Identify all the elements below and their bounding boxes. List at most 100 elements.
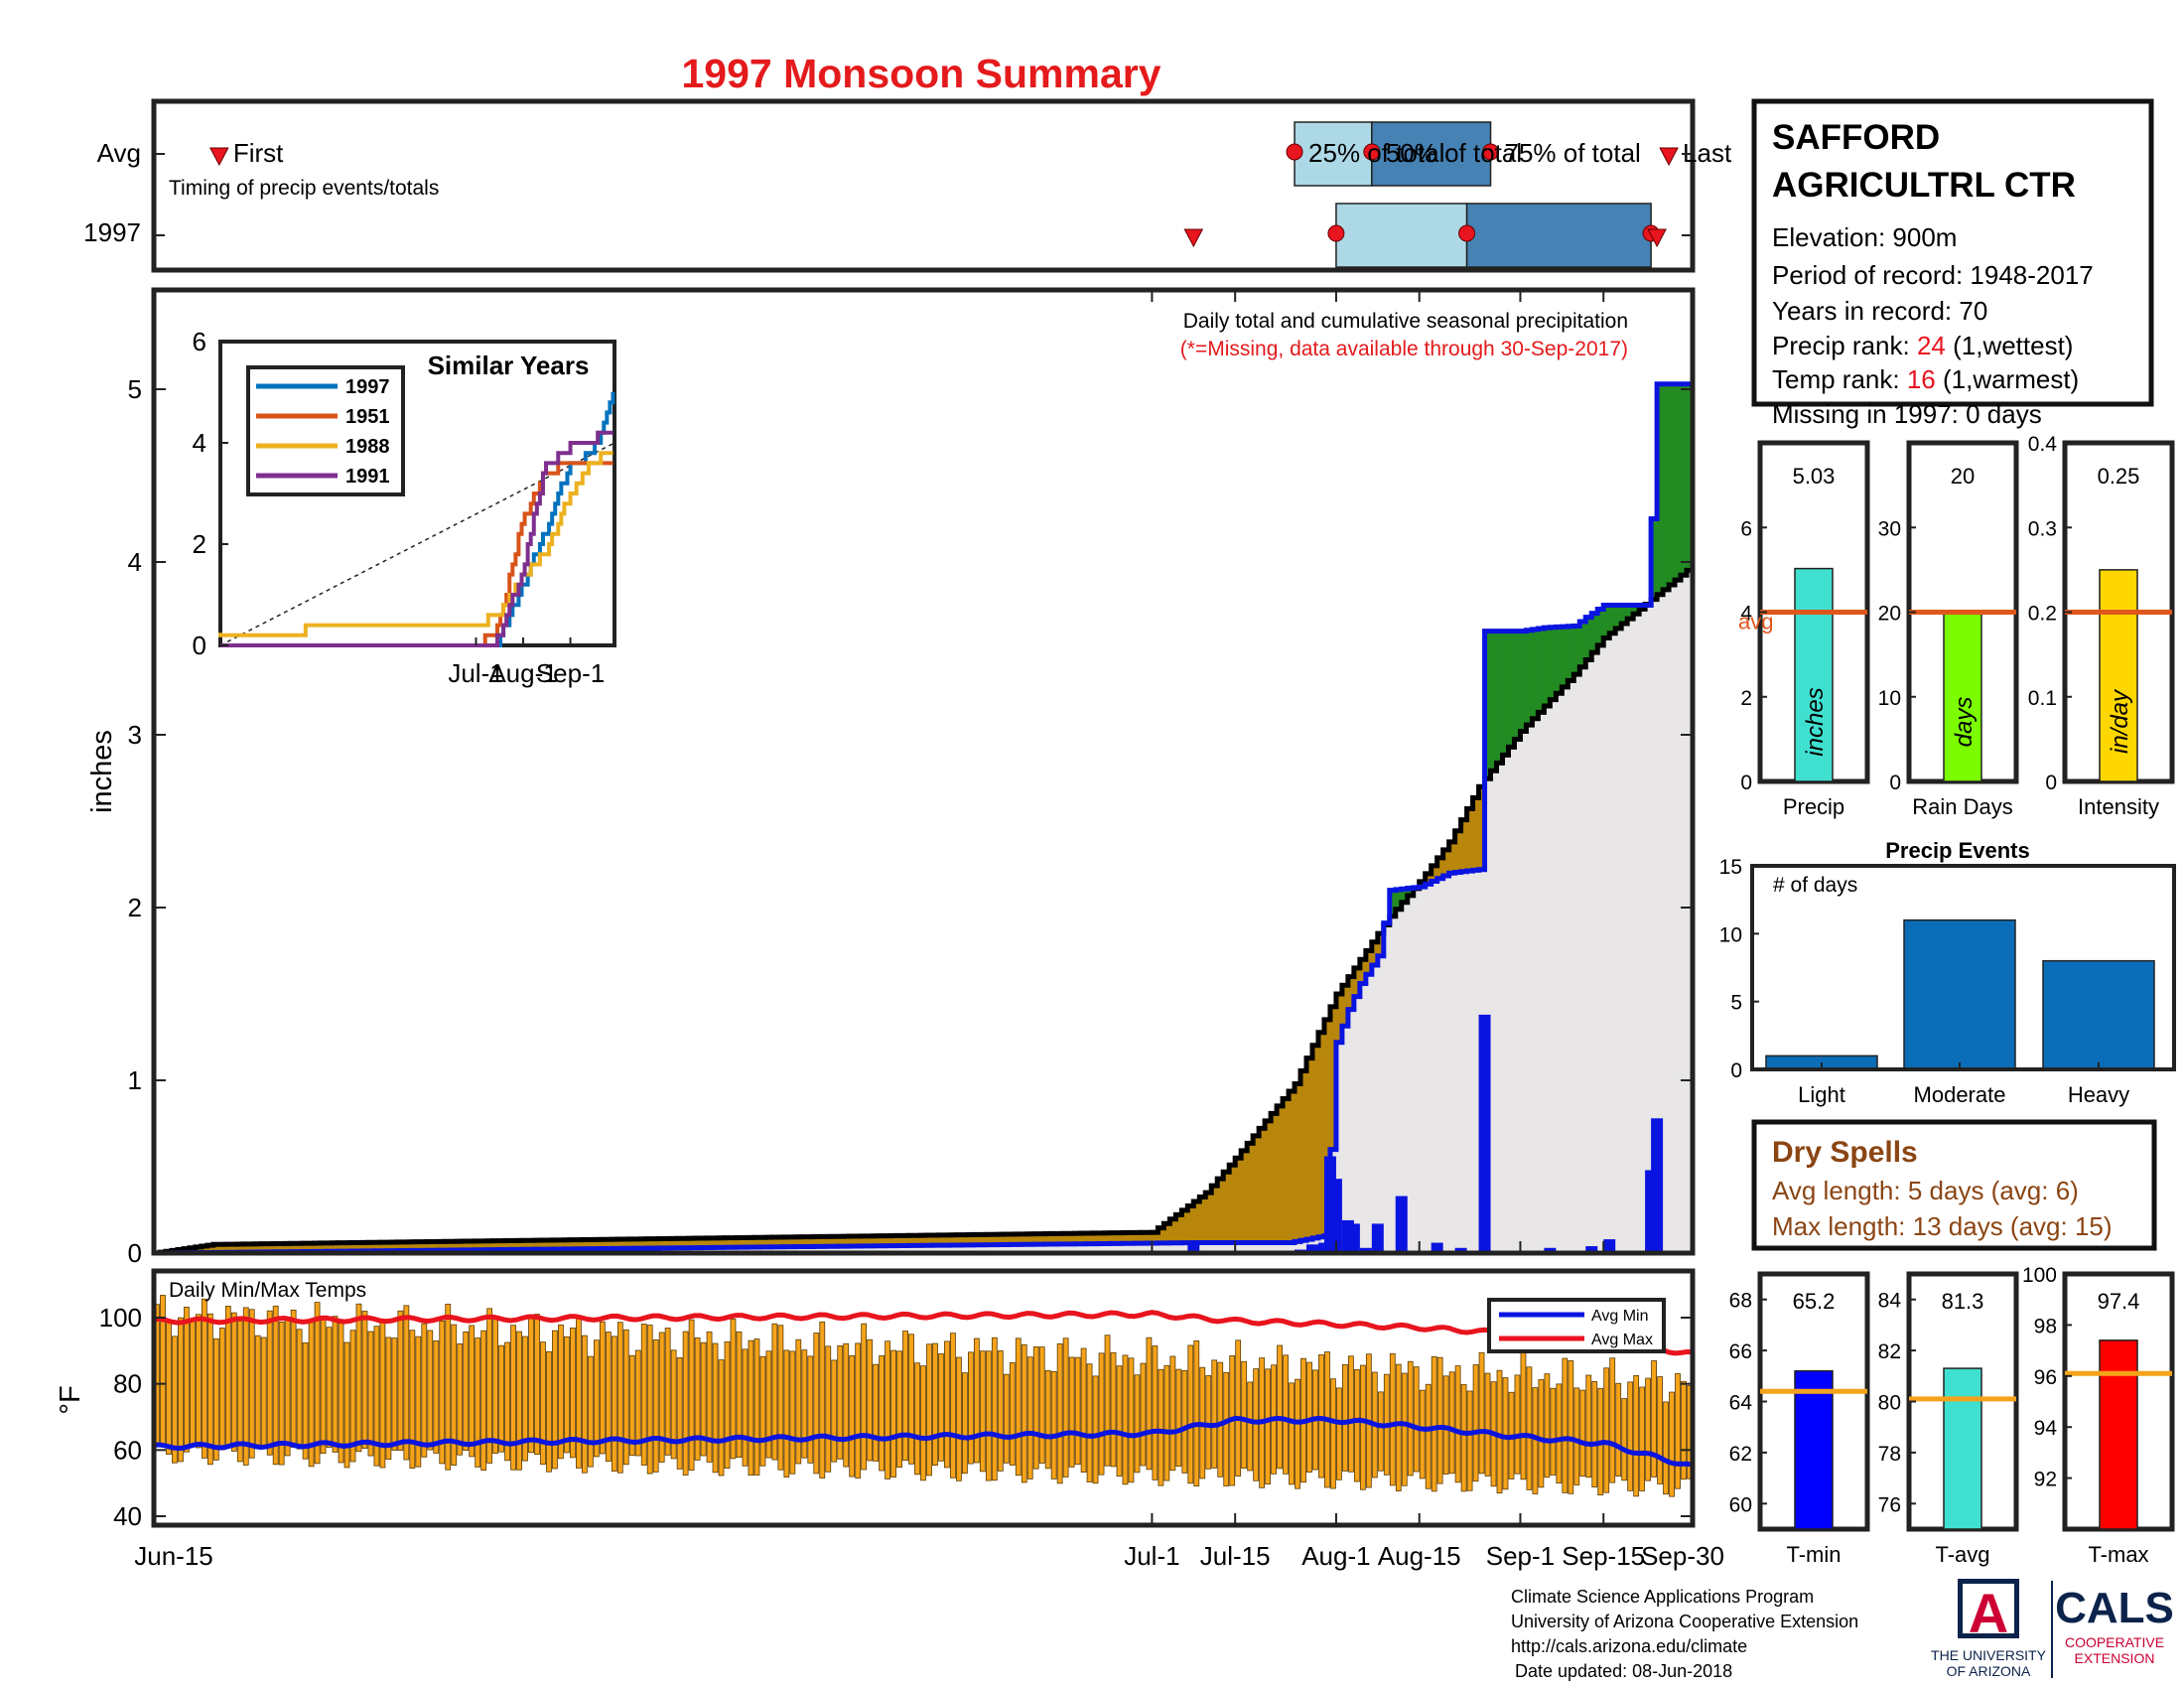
deficit-segment	[943, 1234, 951, 1246]
main-axes: 0 1 2 3 4 5	[128, 374, 1693, 1268]
deficit-segment	[326, 1242, 334, 1252]
daily-temp-bar	[1579, 1389, 1586, 1477]
deficit-segment	[605, 1239, 613, 1249]
deficit-segment	[813, 1236, 820, 1247]
temp-summary-bar-t-max	[2099, 1339, 2138, 1530]
deficit-segment	[949, 1234, 957, 1246]
daily-temp-bar	[504, 1341, 510, 1462]
surplus-segment	[1627, 605, 1634, 620]
daily-temp-bar	[166, 1320, 172, 1455]
daily-temp-bar	[926, 1343, 932, 1477]
daily-temp-bar	[522, 1336, 528, 1462]
inset-y-tick-label: 4	[193, 428, 206, 458]
events-layers: Light Moderate Heavy 0 5 10 15	[1719, 856, 2155, 1107]
daily-temp-bar	[1056, 1342, 1063, 1484]
summary-y-tick-label: 0.1	[2028, 687, 2057, 710]
deficit-segment	[539, 1240, 547, 1250]
daily-temp-bar	[831, 1359, 838, 1463]
daily-temp-bar	[1211, 1359, 1218, 1469]
daily-temp-bar	[212, 1337, 219, 1461]
deficit-segment	[1265, 1120, 1272, 1243]
daily-temp-bar	[558, 1325, 564, 1460]
surplus-segment	[1556, 627, 1563, 694]
daily-temp-bar	[1235, 1339, 1242, 1477]
surplus-segment	[1508, 631, 1516, 748]
temp-summary-bars: 65.2 T-min 60 62 64 66 68 81.3 T-avg 76 78 80 82 84 97…	[1729, 1264, 2175, 1567]
date-tick-label: Sep-15	[1562, 1541, 1645, 1571]
surplus-segment	[1591, 613, 1598, 653]
summary-value: 5.03	[1793, 464, 1836, 489]
daily-temp-bar	[1116, 1365, 1123, 1477]
main-y-tick-label: 1	[128, 1065, 142, 1095]
events-category-label: Moderate	[1914, 1082, 2006, 1107]
deficit-segment	[789, 1236, 796, 1247]
daily-temp-bar	[605, 1332, 612, 1462]
deficit-segment	[1032, 1233, 1040, 1245]
daily-temp-bar	[1413, 1366, 1420, 1473]
deficit-segment	[1323, 1019, 1331, 1236]
timing-dot-p25-avg	[1286, 143, 1303, 161]
deficit-segment	[819, 1236, 826, 1247]
main-plot-layers	[154, 381, 1696, 1256]
deficit-segment	[1442, 849, 1450, 876]
deficit-segment	[1317, 1032, 1325, 1237]
precip-rank-value: 24	[1917, 331, 1946, 360]
deficit-segment	[742, 1237, 750, 1248]
events-annotation: # of days	[1773, 874, 1857, 897]
deficit-segment	[1223, 1172, 1230, 1243]
daily-temp-bar	[1651, 1360, 1657, 1477]
daily-temp-bar	[427, 1330, 434, 1451]
deficit-segment	[1478, 786, 1486, 870]
daily-temp-bar	[1585, 1374, 1592, 1478]
daily-precip-bar	[1371, 1223, 1384, 1253]
daily-temp-bar	[1277, 1344, 1283, 1470]
main-y-tick-label: 3	[128, 720, 142, 750]
surplus-segment	[1526, 630, 1534, 726]
daily-temp-bar	[1556, 1383, 1563, 1484]
daily-temp-bar	[1175, 1368, 1182, 1468]
daily-temp-bar	[730, 1318, 737, 1460]
deficit-segment	[706, 1237, 714, 1248]
daily-temp-bar	[944, 1340, 950, 1469]
daily-temp-bar	[254, 1335, 261, 1449]
deficit-segment	[967, 1234, 975, 1245]
daily-temp-bar	[682, 1331, 689, 1476]
deficit-segment	[296, 1243, 304, 1252]
daily-temp-bar	[439, 1321, 446, 1465]
daily-temp-bar	[1032, 1346, 1039, 1470]
deficit-segment	[1353, 967, 1361, 997]
daily-temp-bar	[885, 1340, 890, 1479]
deficit-segment	[492, 1240, 499, 1250]
daily-temp-bar	[296, 1329, 303, 1450]
daily-temp-bar	[236, 1320, 243, 1463]
deficit-segment	[694, 1238, 702, 1248]
deficit-segment	[724, 1237, 732, 1248]
timing-dot-p75-avg	[1482, 143, 1500, 161]
deficit-segment	[771, 1237, 778, 1247]
deficit-segment	[230, 1244, 238, 1253]
deficit-segment	[480, 1240, 487, 1250]
daily-temp-bar	[486, 1308, 493, 1464]
deficit-segment	[896, 1235, 903, 1246]
deficit-segment	[902, 1235, 909, 1246]
daily-temp-bar	[516, 1331, 522, 1471]
deficit-segment	[1009, 1233, 1017, 1245]
daily-temp-bar	[1401, 1372, 1408, 1486]
temps-label: Daily Min/Max Temps	[169, 1279, 366, 1302]
daily-temp-bar	[1472, 1364, 1479, 1482]
daily-temp-bar	[576, 1315, 582, 1469]
deficit-segment	[652, 1238, 660, 1248]
deficit-segment	[931, 1234, 939, 1246]
daily-temp-bar	[1520, 1351, 1527, 1480]
daily-precip-bar	[1651, 1118, 1664, 1253]
deficit-segment	[1341, 985, 1349, 1027]
summary-y-tick-label: 10	[1878, 687, 1901, 710]
deficit-segment	[1181, 1209, 1188, 1243]
deficit-segment	[843, 1236, 850, 1247]
daily-temp-bar	[914, 1362, 920, 1476]
temp-summary-y-tick-label: 68	[1729, 1290, 1752, 1313]
daily-temp-bar	[593, 1339, 600, 1458]
timing-caption: Timing of precip events/totals	[169, 177, 439, 200]
